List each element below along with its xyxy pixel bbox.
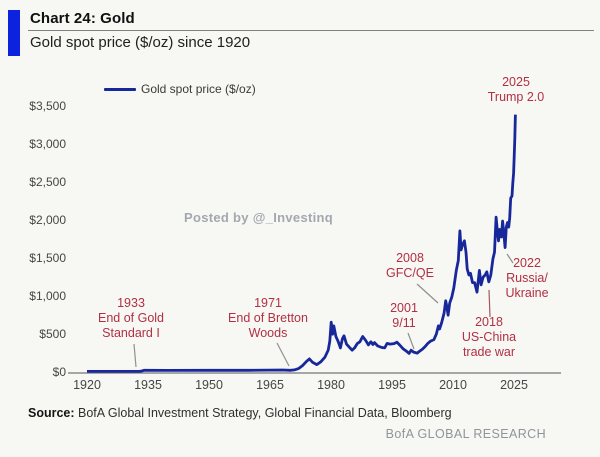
legend-line-swatch [104,87,136,91]
x-axis-tick-2010: 2010 [439,378,467,392]
title-divider [28,30,594,31]
annotation-a1971: 1971 End of Bretton Woods [228,296,308,340]
x-axis-tick-1995: 1995 [378,378,406,392]
y-axis-tick-2500: $2,500 [29,175,66,189]
annotation-pointer-a1933 [133,343,137,368]
y-axis-tick-3000: $3,000 [29,137,66,151]
y-axis-tick-0: $0 [52,365,66,379]
annotation-a2025: 2025 Trump 2.0 [487,75,545,104]
y-axis-tick-1500: $1,500 [29,251,66,265]
y-axis-tick-500: $500 [39,327,66,341]
annotation-pointer-a1971 [276,342,290,367]
x-axis-tick-1980: 1980 [317,378,345,392]
watermark: Posted by @_Investinq [184,210,334,225]
y-axis-tick-2000: $2,000 [29,213,66,227]
chart-title: Chart 24: Gold [30,10,135,27]
annotation-a2022: 2022 Russia/ Ukraine [505,256,549,300]
accent-bar [8,10,20,56]
source-text: BofA Global Investment Strategy, Global … [74,406,452,420]
annotation-a2018: 2018 US-China trade war [461,315,517,359]
y-axis-tick-3500: $3,500 [29,99,66,113]
x-axis-tick-1935: 1935 [134,378,162,392]
x-axis-tick-1965: 1965 [256,378,284,392]
annotation-pointer-a2001 [407,332,415,350]
y-axis-tick-1000: $1,000 [29,289,66,303]
annotation-a2008: 2008 GFC/QE [386,251,434,280]
source-line: Source: BofA Global Investment Strategy,… [28,406,452,420]
chart-subtitle: Gold spot price ($/oz) since 1920 [30,34,251,51]
x-axis-tick-1950: 1950 [195,378,223,392]
brand-mark: BofA GLOBAL RESEARCH [385,427,546,441]
x-axis-tick-2025: 2025 [500,378,528,392]
x-axis-tick-1920: 1920 [73,378,101,392]
source-label: Source: [28,406,75,420]
legend-label: Gold spot price ($/oz) [141,82,256,96]
legend: Gold spot price ($/oz) [104,82,256,96]
annotation-a2001: 2001 9/11 [390,301,418,330]
annotation-a1933: 1933 End of Gold Standard I [97,296,164,340]
